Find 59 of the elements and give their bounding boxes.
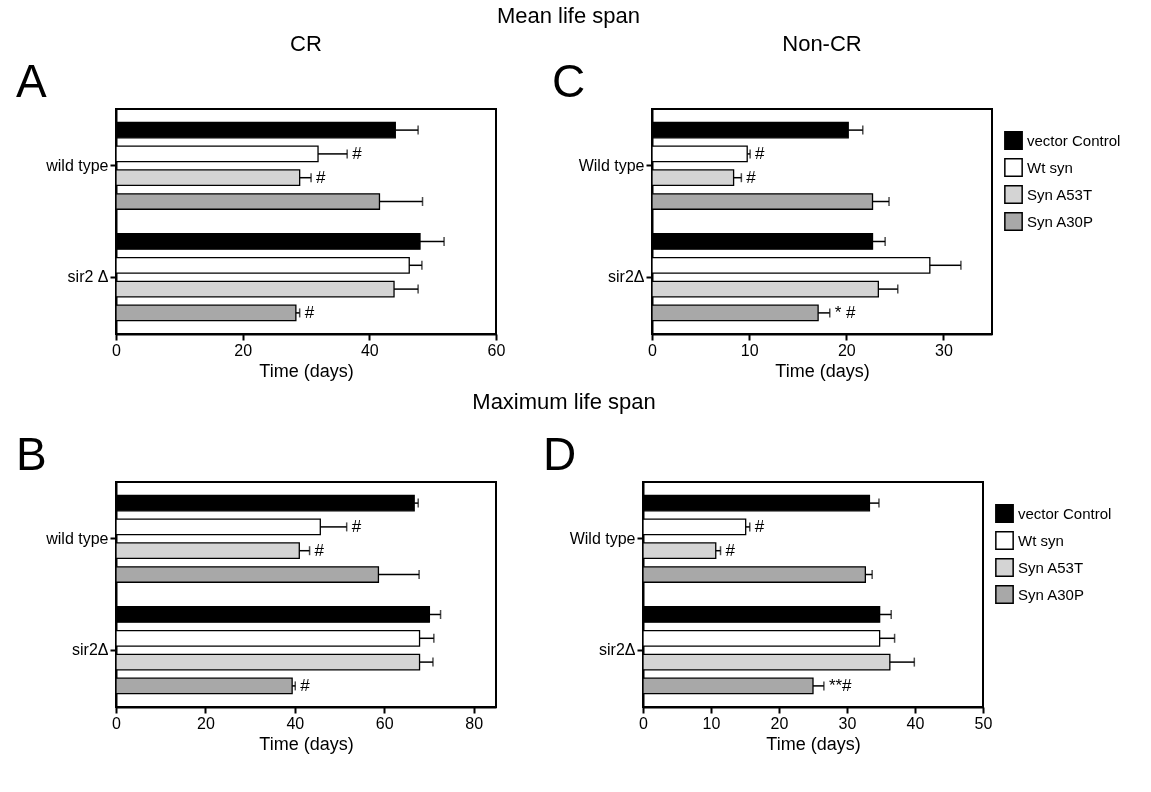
x-axis-title: Time (days): [259, 733, 354, 754]
y-tick-label: sir2Δ: [608, 268, 645, 286]
data-label: #: [746, 167, 757, 187]
data-label: #: [304, 302, 315, 322]
legend-label: Syn A30P: [1018, 585, 1084, 603]
y-tick-label: sir2Δ: [72, 641, 109, 659]
legend-label: Syn A53T: [1027, 185, 1093, 203]
x-tick-label: 20: [197, 714, 215, 732]
y-tick-label: wild type: [45, 529, 109, 547]
data-label: #: [314, 540, 325, 560]
data-label: #: [316, 167, 327, 187]
text: A: [16, 55, 47, 107]
data-label: #: [725, 540, 736, 560]
data-label: #: [352, 143, 363, 163]
text: D: [543, 428, 577, 480]
x-tick-label: 80: [465, 714, 484, 732]
x-tick-label: 0: [639, 714, 649, 732]
legend-label: vector Control: [1027, 131, 1121, 149]
legend-label: Syn A30P: [1027, 212, 1093, 230]
data-label: #: [351, 516, 362, 536]
x-tick-label: 40: [286, 714, 305, 732]
x-axis-title: Time (days): [259, 360, 354, 381]
x-tick-label: 10: [702, 714, 721, 732]
x-tick-label: 0: [648, 341, 658, 359]
text: C: [552, 55, 586, 107]
x-tick-label: 30: [935, 341, 953, 359]
text: B: [16, 428, 47, 480]
data-label: #: [300, 675, 311, 695]
x-axis-title: Time (days): [766, 733, 861, 754]
x-tick-label: 10: [740, 341, 759, 359]
y-tick-label: sir2 Δ: [67, 268, 109, 286]
x-tick-label: 30: [838, 714, 857, 732]
y-tick-label: sir2Δ: [599, 641, 636, 659]
x-tick-label: 0: [112, 341, 122, 359]
data-label: **#: [828, 675, 853, 695]
x-tick-label: 20: [770, 714, 789, 732]
legend-label: Wt syn: [1027, 158, 1073, 176]
data-label: #: [755, 143, 766, 163]
data-label: * #: [834, 302, 857, 322]
chart-title: Non-CR: [782, 31, 862, 56]
data-label: #: [754, 516, 765, 536]
legend-label: Wt syn: [1018, 531, 1064, 549]
x-tick-label: 20: [234, 341, 253, 359]
text: Mean life span: [496, 3, 641, 28]
x-tick-label: 50: [974, 714, 993, 732]
x-tick-label: 60: [487, 341, 506, 359]
chart-title: CR: [290, 31, 322, 56]
legend-label: vector Control: [1018, 504, 1112, 522]
x-tick-label: 40: [360, 341, 379, 359]
text: Maximum life span: [472, 389, 656, 414]
x-axis-title: Time (days): [775, 360, 870, 381]
x-tick-label: 60: [375, 714, 394, 732]
legend-label: Syn A53T: [1018, 558, 1084, 576]
y-tick-label: Wild type: [578, 156, 645, 174]
x-tick-label: 0: [112, 714, 122, 732]
y-tick-label: Wild type: [569, 529, 636, 547]
x-tick-label: 20: [837, 341, 856, 359]
y-tick-label: wild type: [45, 156, 109, 174]
x-tick-label: 40: [906, 714, 925, 732]
